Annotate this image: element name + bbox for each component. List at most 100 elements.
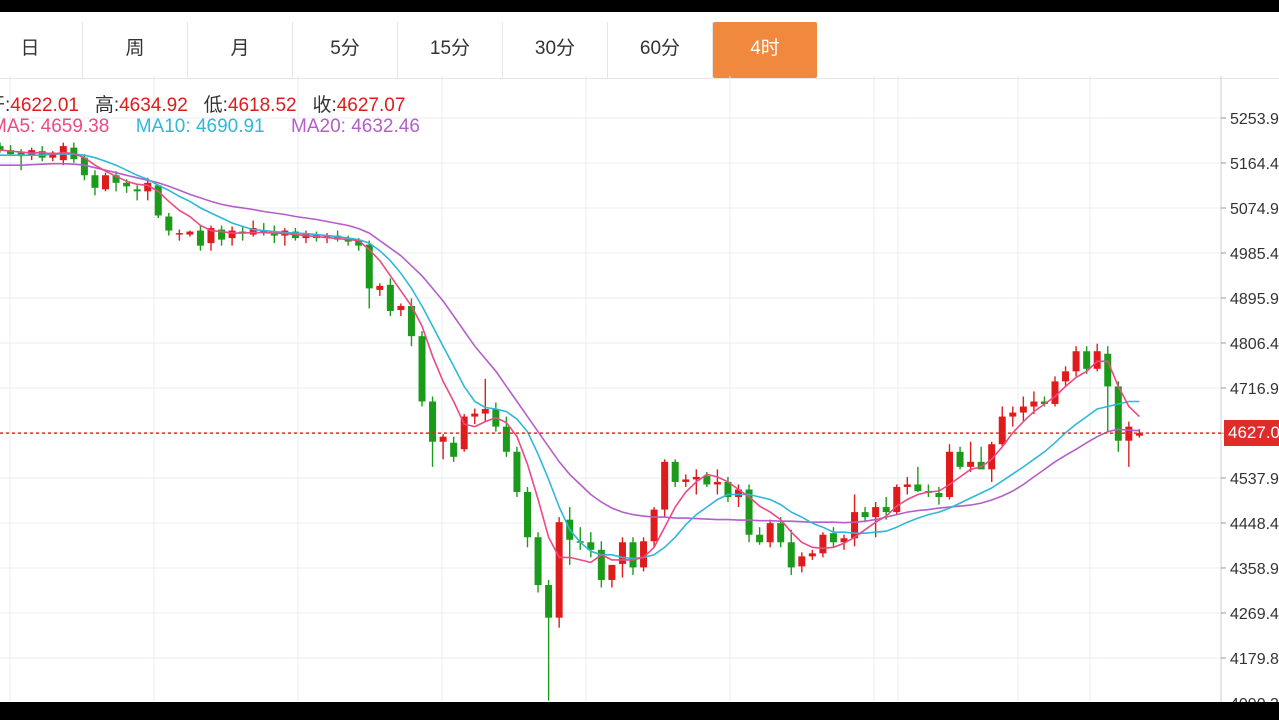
- candle-down[interactable]: [545, 585, 553, 618]
- candle-down[interactable]: [861, 512, 869, 518]
- candle-down[interactable]: [756, 534, 764, 543]
- candle-up[interactable]: [692, 476, 700, 480]
- tab-4hour[interactable]: 4时: [713, 22, 817, 78]
- candle-up[interactable]: [49, 152, 57, 158]
- candle-down[interactable]: [935, 493, 943, 498]
- candle-up[interactable]: [988, 444, 996, 470]
- candle-down[interactable]: [196, 230, 204, 246]
- candle-down[interactable]: [1083, 351, 1091, 369]
- candle-down[interactable]: [587, 542, 595, 550]
- tab-5min[interactable]: 5分: [293, 22, 398, 78]
- candle-up[interactable]: [439, 436, 447, 442]
- candle-down[interactable]: [334, 235, 342, 240]
- candle-down[interactable]: [745, 489, 753, 535]
- candle-down[interactable]: [724, 481, 732, 498]
- candle-up[interactable]: [618, 542, 626, 564]
- candle-down[interactable]: [1040, 401, 1048, 405]
- candle-down[interactable]: [513, 451, 521, 492]
- candle-up[interactable]: [249, 228, 257, 235]
- candle-down[interactable]: [365, 244, 373, 289]
- candle-down[interactable]: [502, 426, 510, 452]
- candle-down[interactable]: [418, 336, 426, 402]
- candle-down[interactable]: [524, 491, 531, 538]
- candle-up[interactable]: [555, 522, 563, 618]
- candle-up[interactable]: [713, 481, 721, 485]
- candle-down[interactable]: [355, 240, 363, 246]
- candle-up[interactable]: [102, 175, 109, 190]
- candle-down[interactable]: [450, 442, 458, 457]
- candle-down[interactable]: [80, 157, 88, 176]
- candle-up[interactable]: [640, 541, 648, 568]
- candle-down[interactable]: [112, 175, 120, 183]
- candle-up[interactable]: [903, 484, 911, 487]
- candle-up[interactable]: [1019, 406, 1027, 413]
- candle-up[interactable]: [186, 231, 194, 235]
- candle-up[interactable]: [1093, 351, 1101, 369]
- candle-up[interactable]: [808, 553, 816, 557]
- candle-down[interactable]: [17, 152, 25, 157]
- candle-up[interactable]: [798, 556, 806, 567]
- candle-up[interactable]: [1030, 401, 1038, 407]
- candle-down[interactable]: [914, 484, 922, 491]
- candlestick-chart[interactable]: 5253.9 5164.4 5074.9 4985.4 4895.9 4806.4 4716…: [0, 76, 1279, 702]
- tab-week[interactable]: 周: [83, 22, 188, 78]
- candle-down[interactable]: [1104, 353, 1112, 387]
- candle-down[interactable]: [1114, 386, 1122, 441]
- candle-up[interactable]: [228, 230, 236, 239]
- candle-up[interactable]: [872, 507, 880, 518]
- candle-up[interactable]: [376, 285, 384, 290]
- candle-up[interactable]: [471, 413, 479, 417]
- candle-up[interactable]: [851, 512, 859, 539]
- candle-up[interactable]: [1135, 433, 1143, 436]
- candle-down[interactable]: [956, 451, 964, 467]
- candle-up[interactable]: [735, 489, 742, 498]
- candle-down[interactable]: [629, 542, 637, 568]
- candle-up[interactable]: [819, 534, 827, 554]
- candle-down[interactable]: [218, 229, 226, 240]
- candle-down[interactable]: [787, 542, 795, 568]
- candle-down[interactable]: [154, 185, 162, 216]
- candle-up[interactable]: [893, 486, 901, 513]
- candle-down[interactable]: [133, 189, 141, 192]
- candle-up[interactable]: [1072, 351, 1080, 372]
- candle-up[interactable]: [608, 564, 616, 580]
- candle-up[interactable]: [207, 228, 215, 244]
- candle-down[interactable]: [829, 533, 837, 543]
- candle-down[interactable]: [270, 233, 278, 236]
- tab-15min[interactable]: 15分: [398, 22, 503, 78]
- candle-up[interactable]: [481, 409, 489, 414]
- candle-down[interactable]: [882, 507, 890, 513]
- candle-up[interactable]: [766, 523, 774, 543]
- candle-down[interactable]: [671, 461, 679, 482]
- candle-up[interactable]: [946, 451, 953, 498]
- candle-up[interactable]: [144, 182, 152, 192]
- candle-down[interactable]: [123, 182, 131, 187]
- candle-down[interactable]: [429, 401, 437, 442]
- candle-down[interactable]: [7, 150, 15, 155]
- candle-up[interactable]: [682, 479, 690, 482]
- candle-down[interactable]: [0, 146, 4, 151]
- candle-up[interactable]: [1009, 412, 1017, 417]
- candle-down[interactable]: [777, 523, 785, 543]
- tab-day[interactable]: 日: [0, 22, 83, 78]
- candle-down[interactable]: [703, 475, 711, 485]
- tab-60min[interactable]: 60分: [608, 22, 713, 78]
- candle-down[interactable]: [386, 284, 394, 312]
- tab-30min[interactable]: 30分: [503, 22, 608, 78]
- candle-down[interactable]: [597, 549, 605, 580]
- tab-month[interactable]: 月: [188, 22, 293, 78]
- candle-up[interactable]: [967, 461, 975, 467]
- candle-up[interactable]: [1062, 371, 1070, 382]
- candle-down[interactable]: [165, 216, 173, 231]
- candle-down[interactable]: [344, 239, 352, 242]
- candle-down[interactable]: [977, 461, 985, 470]
- candle-down[interactable]: [91, 175, 99, 188]
- candle-down[interactable]: [407, 305, 415, 337]
- candle-up[interactable]: [650, 509, 658, 542]
- candle-up[interactable]: [1051, 381, 1059, 405]
- candle-up[interactable]: [661, 461, 669, 510]
- candle-up[interactable]: [175, 233, 183, 235]
- candle-up[interactable]: [840, 538, 848, 543]
- candle-up[interactable]: [998, 416, 1006, 445]
- candle-up[interactable]: [397, 305, 405, 311]
